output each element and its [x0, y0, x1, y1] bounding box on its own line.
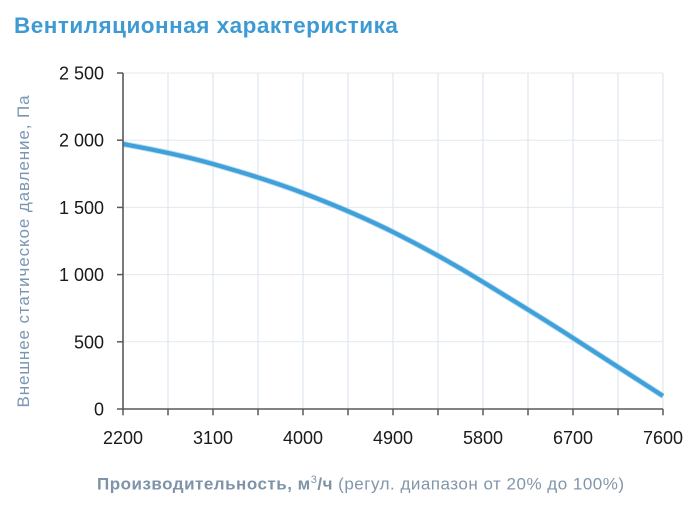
- svg-text:Внешнее статическое давление,: Внешнее статическое давление, Па: [14, 94, 33, 407]
- svg-text:Производительность, м3/ч (регу: Производительность, м3/ч (регул. диапазо…: [97, 474, 625, 494]
- svg-text:2200: 2200: [103, 428, 143, 448]
- svg-text:6700: 6700: [553, 428, 593, 448]
- svg-text:7600: 7600: [643, 428, 683, 448]
- svg-text:4900: 4900: [373, 428, 413, 448]
- svg-text:2 500: 2 500: [59, 64, 104, 84]
- svg-text:4000: 4000: [283, 428, 323, 448]
- svg-text:1 000: 1 000: [59, 265, 104, 285]
- svg-text:5800: 5800: [463, 428, 503, 448]
- svg-text:1 500: 1 500: [59, 198, 104, 218]
- svg-text:Вентиляционная характеристика: Вентиляционная характеристика: [14, 13, 398, 38]
- svg-text:3100: 3100: [193, 428, 233, 448]
- svg-text:0: 0: [94, 400, 104, 420]
- svg-text:500: 500: [74, 332, 104, 352]
- svg-text:2 000: 2 000: [59, 131, 104, 151]
